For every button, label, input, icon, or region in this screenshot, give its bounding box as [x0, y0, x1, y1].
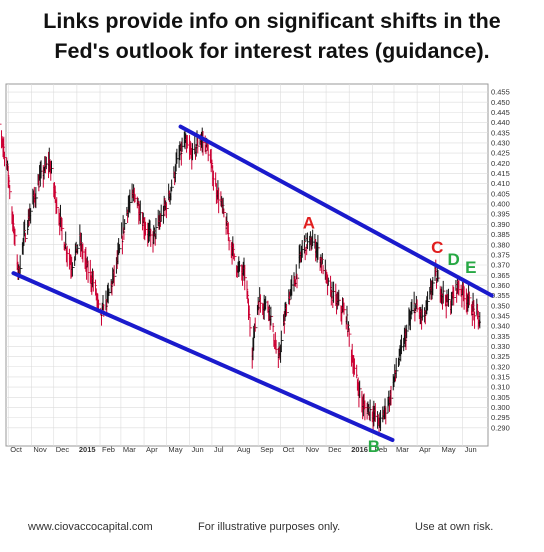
y-tick-label: 0.455: [491, 88, 510, 97]
headline-line-2: Fed's outlook for interest rates (guidan…: [54, 39, 490, 63]
x-tick-label: Dec: [56, 445, 70, 454]
x-tick-label: Sep: [260, 445, 273, 454]
y-tick-label: 0.380: [491, 240, 510, 249]
y-tick-label: 0.345: [491, 311, 510, 320]
x-tick-label: Apr: [419, 445, 431, 454]
annotation-d: D: [448, 250, 460, 269]
y-tick-label: 0.305: [491, 393, 510, 402]
annotation-c: C: [431, 238, 443, 257]
lower-channel-trendline: [11, 271, 395, 442]
x-tick-label: May: [168, 445, 182, 454]
y-tick-label: 0.425: [491, 149, 510, 158]
x-tick-label: Oct: [283, 445, 296, 454]
footer-disclaimer: For illustrative purposes only.: [198, 521, 341, 533]
x-tick-label: 2015: [79, 445, 96, 454]
x-tick-label: Nov: [33, 445, 47, 454]
upper-channel-trendline: [178, 124, 494, 298]
y-tick-label: 0.355: [491, 291, 510, 300]
x-tick-label: Jun: [465, 445, 477, 454]
y-tick-label: 0.350: [491, 301, 510, 310]
y-tick-label: 0.335: [491, 332, 510, 341]
y-tick-label: 0.310: [491, 383, 510, 392]
x-tick-label: Mar: [396, 445, 409, 454]
x-tick-label: Feb: [102, 445, 115, 454]
x-tick-label: Jun: [192, 445, 204, 454]
x-tick-label: May: [442, 445, 456, 454]
y-tick-label: 0.340: [491, 322, 510, 331]
y-tick-label: 0.450: [491, 98, 510, 107]
y-tick-label: 0.400: [491, 200, 510, 209]
y-tick-label: 0.375: [491, 250, 510, 259]
y-tick-label: 0.405: [491, 189, 510, 198]
x-tick-label: 2016: [351, 445, 368, 454]
y-tick-label: 0.370: [491, 261, 510, 270]
y-tick-label: 0.320: [491, 362, 510, 371]
y-tick-label: 0.390: [491, 220, 510, 229]
annotation-a: A: [303, 213, 315, 232]
y-tick-label: 0.365: [491, 271, 510, 280]
y-tick-label: 0.430: [491, 139, 510, 148]
y-tick-label: 0.420: [491, 159, 510, 168]
x-tick-label: Apr: [146, 445, 158, 454]
annotation-b: B: [368, 437, 380, 456]
y-tick-label: 0.295: [491, 413, 510, 422]
headline-line-1: Links provide info on significant shifts…: [43, 9, 501, 33]
y-tick-label: 0.445: [491, 108, 510, 117]
annotation-e: E: [465, 258, 476, 277]
x-tick-label: Mar: [123, 445, 136, 454]
y-tick-label: 0.410: [491, 179, 510, 188]
x-tick-label: Nov: [306, 445, 320, 454]
y-tick-label: 0.290: [491, 423, 510, 432]
footer-website: www.ciovaccocapital.com: [28, 521, 153, 533]
chart-area: 0.455 0.450 0.445 0.440 0.435 0.430 0.425 0.420…: [0, 80, 544, 500]
x-tick-label: Dec: [328, 445, 342, 454]
y-tick-label: 0.315: [491, 373, 510, 382]
x-tick-label: Feb: [374, 445, 387, 454]
footer-risk: Use at own risk.: [415, 521, 494, 533]
y-tick-label: 0.360: [491, 281, 510, 290]
y-tick-label: 0.395: [491, 210, 510, 219]
headline: Links provide info on significant shifts…: [0, 6, 544, 66]
y-tick-label: 0.325: [491, 352, 510, 361]
y-tick-label: 0.440: [491, 118, 510, 127]
x-tick-label: Oct: [10, 445, 23, 454]
y-tick-label: 0.300: [491, 403, 510, 412]
y-tick-label: 0.330: [491, 342, 510, 351]
x-tick-label: Jul: [214, 445, 224, 454]
x-tick-label: Aug: [237, 445, 250, 454]
y-tick-label: 0.415: [491, 169, 510, 178]
y-tick-label: 0.385: [491, 230, 510, 239]
y-tick-label: 0.435: [491, 128, 510, 137]
